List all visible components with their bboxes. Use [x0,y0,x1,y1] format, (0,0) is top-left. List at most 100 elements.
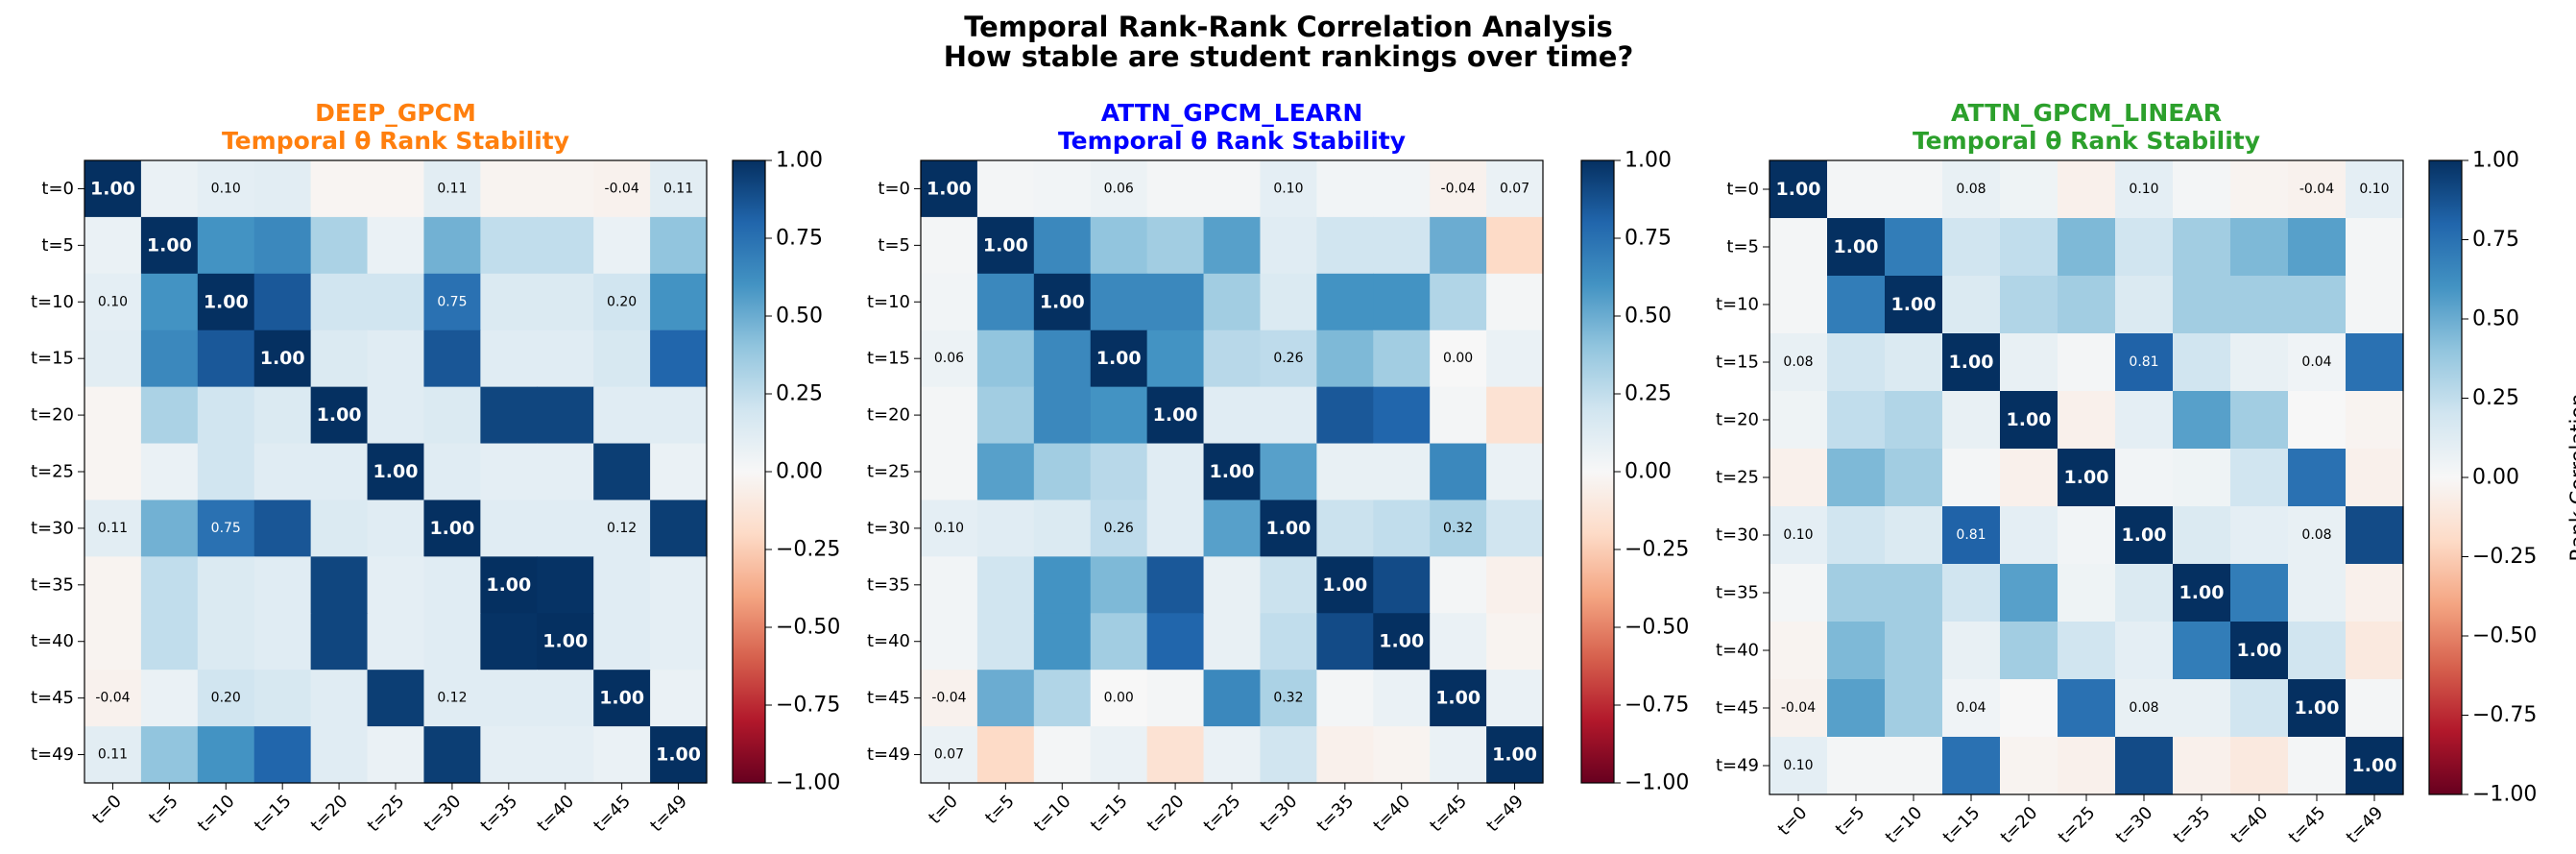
heatmap-cell [1885,564,1943,622]
x-tick-label: t=25 [1200,792,1245,837]
heatmap-cell [650,386,708,445]
heatmap-cell [1203,273,1262,331]
heatmap-cell [1090,273,1148,331]
x-tick-label: t=0 [925,792,962,829]
heatmap-cell [650,613,708,671]
cell-value-label: 1.00 [2237,640,2282,661]
cell-value-label: 1.00 [1776,179,1821,200]
heatmap-cell [1033,670,1092,727]
heatmap-cell [1033,500,1092,557]
colorbar-tick-label: 0.50 [776,305,823,329]
heatmap-cell [1486,329,1544,388]
figure-title-line2: How stable are student rankings over tim… [944,40,1634,73]
heatmap-cell [84,329,142,388]
heatmap-cell [593,500,651,557]
heatmap-cell [2115,391,2174,450]
heatmap-cell [1885,333,1943,392]
panel-title-model: ATTN_GPCM_LEARN [1101,99,1363,127]
heatmap-cell [1033,386,1092,445]
heatmap-cell [2346,276,2404,334]
heatmap-cell [1430,216,1487,275]
cell-value-label: 1.00 [2179,582,2225,603]
y-tick-label: t=20 [31,405,74,426]
heatmap-cell [650,329,708,388]
x-tick-label: t=5 [145,792,182,829]
heatmap-cell [537,329,594,388]
cell-value-label: 0.26 [1104,521,1134,536]
colorbar-tick-label: −1.00 [1625,771,1689,795]
heatmap-cell [367,556,425,614]
cell-value-label: 0.08 [2301,527,2331,543]
y-tick-label: t=15 [1716,353,1759,373]
y-tick-label: t=5 [1726,237,1759,257]
heatmap-cell [1146,726,1205,784]
heatmap-cell [921,160,978,218]
colorbar-tick-label: −0.50 [1625,616,1689,640]
cell-value-label: 1.00 [2352,755,2397,776]
heatmap-cell [2058,391,2116,450]
heatmap-cell [367,273,425,331]
cell-value-label: 0.08 [1783,354,1813,370]
heatmap-cell [2173,679,2231,738]
colorbar-tick-label: 0.75 [776,227,823,251]
heatmap-cell [2058,449,2116,507]
heatmap-cell [1942,276,2001,334]
heatmap-cell [1885,679,1943,738]
heatmap-cell [1316,329,1374,388]
cell-value-label: 1.00 [1096,348,1142,369]
cell-value-label: 0.04 [2301,354,2331,370]
heatmap-cell [1090,160,1148,218]
cell-value-label: 1.00 [317,404,362,426]
x-tick-label: t=10 [1030,792,1075,837]
cell-value-label: 1.00 [1949,352,1994,373]
heatmap-cell [2288,333,2347,392]
heatmap-cell [1769,506,1828,565]
heatmap-cell [140,556,199,614]
heatmap-cell [2173,622,2231,680]
heatmap-cell [1316,670,1374,727]
cell-value-label: 1.00 [1435,688,1481,709]
heatmap-cell [1373,160,1431,218]
y-tick-label: t=10 [31,292,74,312]
heatmap-cell [1486,500,1544,557]
heatmap-cell [1827,449,1886,507]
heatmap-cell [593,386,651,445]
heatmap-cell [2288,449,2347,507]
heatmap-cell [1090,670,1148,727]
heatmap-cell [310,216,369,275]
x-tick-label: t=20 [1144,792,1189,837]
cell-value-label: 0.10 [1273,181,1303,196]
heatmap-cell [1316,273,1374,331]
heatmap-cell [1373,329,1431,388]
heatmap-cell [1486,216,1544,275]
cell-value-label: 1.00 [1322,574,1367,596]
heatmap-cell [2346,333,2404,392]
heatmap-cell [593,556,651,614]
heatmap-cell [976,160,1035,218]
heatmap-cell [1486,273,1544,331]
cell-value-label: 1.00 [927,178,972,199]
cell-value-label: 0.08 [2129,700,2158,716]
heatmap-cell [2058,506,2116,565]
heatmap-cell [1033,556,1092,614]
heatmap-cell [976,500,1035,557]
heatmap-cell [1486,443,1544,501]
cell-value-label: 1.00 [1891,294,1937,315]
cell-value-label: 1.00 [1379,631,1424,652]
cell-value-label: -0.04 [1441,181,1476,196]
heatmap-cell [1373,726,1431,784]
heatmap-cell [197,613,255,671]
heatmap-cell [2230,276,2289,334]
heatmap-cell [921,329,978,388]
heatmap-cell [2173,160,2231,219]
heatmap-cell [650,556,708,614]
heatmap-cell [593,273,651,331]
heatmap-cell [1373,443,1431,501]
heatmap-cell [1827,276,1886,334]
heatmap-cell [423,443,481,501]
x-tick-label: t=45 [1426,792,1471,837]
cell-value-label: 0.10 [98,294,128,309]
heatmap-cell [1942,160,2001,219]
heatmap-cell [480,329,538,388]
colorbar-tick-label: −0.25 [2472,545,2537,569]
